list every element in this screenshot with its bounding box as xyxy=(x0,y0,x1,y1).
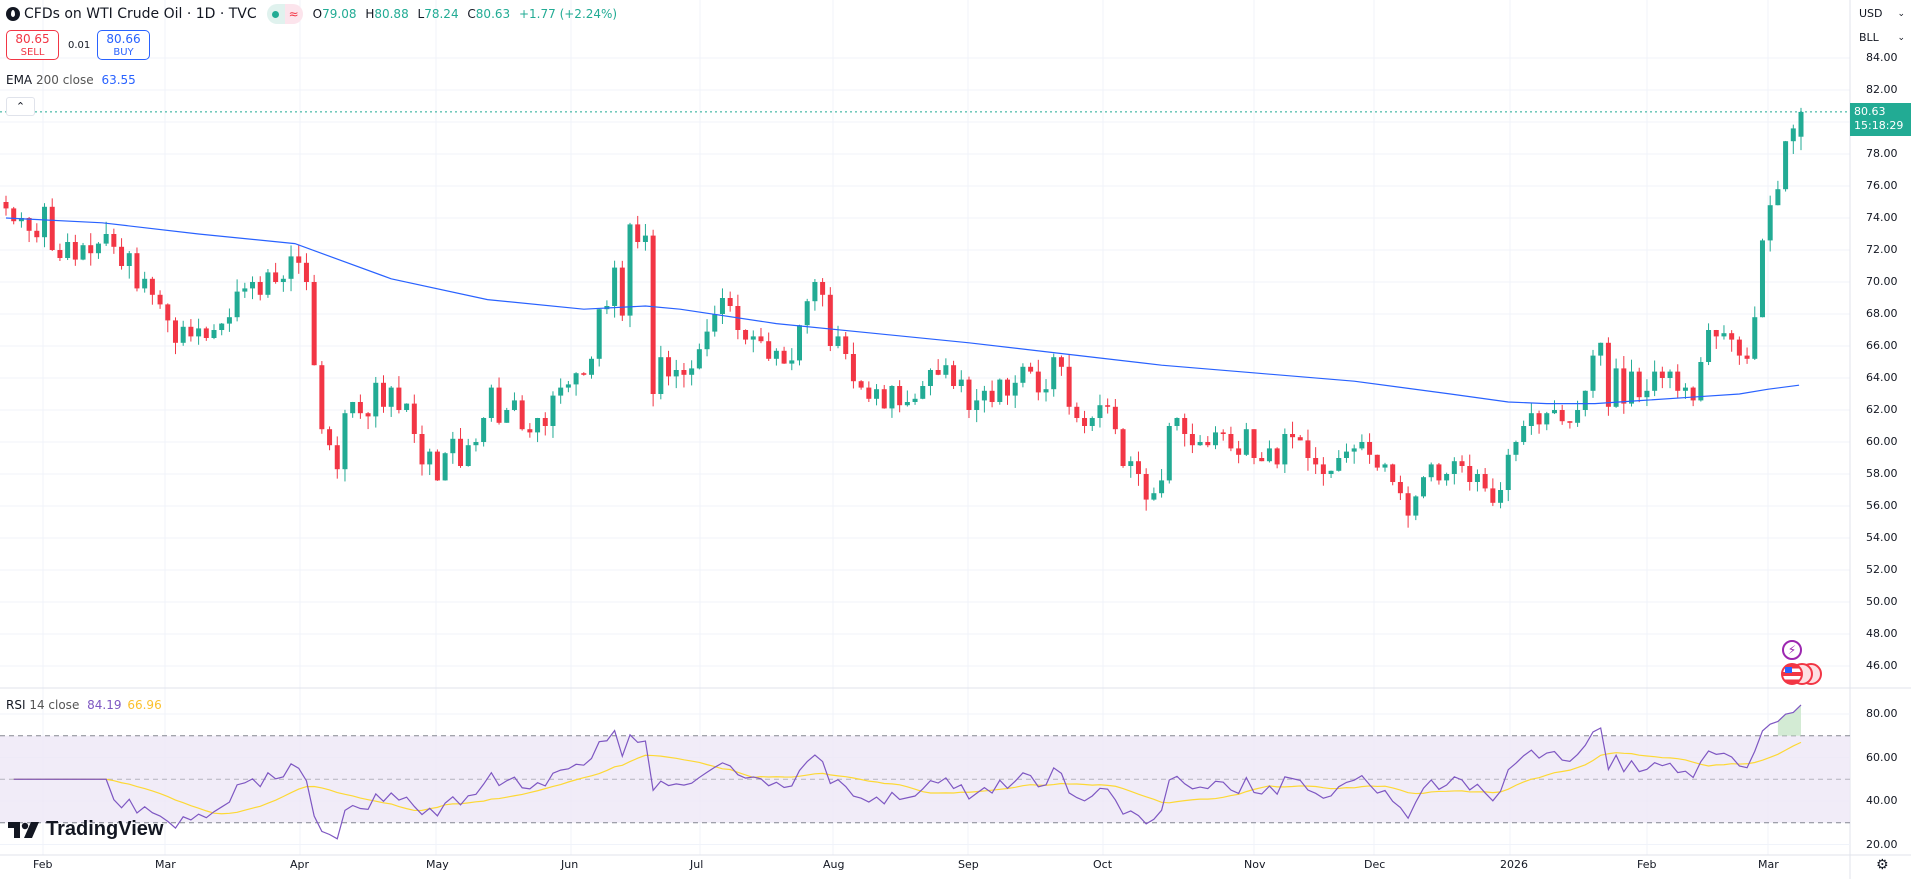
spread-value: 0.01 xyxy=(68,40,91,51)
ema-legend[interactable]: EMA 200 close 63.55 xyxy=(6,73,136,87)
chevron-up-icon: ⌃ xyxy=(15,100,26,113)
sell-button[interactable]: 80.65 SELL xyxy=(6,30,59,60)
price-tick: 60.00 xyxy=(1866,435,1898,448)
price-tick: 52.00 xyxy=(1866,563,1898,576)
price-tick: 82.00 xyxy=(1866,83,1898,96)
rsi-legend[interactable]: RSI 14 close 84.19 66.96 xyxy=(6,698,162,712)
price-tick: 68.00 xyxy=(1866,307,1898,320)
time-tick: Feb xyxy=(1637,858,1657,871)
settings-gear-icon[interactable]: ⚙ xyxy=(1876,857,1889,873)
ohlc-values: O79.08 H80.88 L78.24 C80.63 +1.77 (+2.24… xyxy=(312,7,618,21)
price-tick: 84.00 xyxy=(1866,51,1898,64)
price-tick: 72.00 xyxy=(1866,243,1898,256)
last-price-tag: 80.63 15:18:29 xyxy=(1850,103,1911,136)
price-tick: 64.00 xyxy=(1866,371,1898,384)
rsi-tick: 40.00 xyxy=(1866,794,1898,807)
price-tick: 66.00 xyxy=(1866,339,1898,352)
unit-select[interactable]: BLL ⌄ xyxy=(1855,28,1911,48)
us-flag-event-icon[interactable] xyxy=(1781,663,1803,685)
open-dot-icon xyxy=(266,4,285,24)
rsi-tick: 80.00 xyxy=(1866,707,1898,720)
lightning-event-icon[interactable]: ⚡ xyxy=(1782,640,1802,660)
delayed-wave-icon: ≈ xyxy=(284,4,303,24)
price-tick: 62.00 xyxy=(1866,403,1898,416)
bar-countdown: 15:18:29 xyxy=(1854,119,1904,132)
time-tick: Apr xyxy=(290,858,310,871)
ema-value: 63.55 xyxy=(101,73,136,87)
time-tick: Dec xyxy=(1364,858,1386,871)
time-tick: Mar xyxy=(155,858,176,871)
price-tick: 46.00 xyxy=(1866,659,1898,672)
buy-price: 80.66 xyxy=(106,32,141,46)
time-tick: May xyxy=(426,858,449,871)
price-tick: 58.00 xyxy=(1866,467,1898,480)
symbol-title[interactable]: CFDs on WTI Crude Oil · 1D · TVC xyxy=(24,6,257,22)
price-tick: 70.00 xyxy=(1866,275,1898,288)
price-tick: 76.00 xyxy=(1866,179,1898,192)
buy-button[interactable]: 80.66 BUY xyxy=(97,30,150,60)
chevron-down-icon: ⌄ xyxy=(1897,33,1905,43)
rsi-value: 84.19 xyxy=(87,698,122,712)
market-status[interactable]: ≈ xyxy=(266,4,303,24)
time-tick: Jul xyxy=(690,858,704,871)
sell-label: SELL xyxy=(20,47,45,58)
price-tick: 78.00 xyxy=(1866,147,1898,160)
time-tick: Nov xyxy=(1244,858,1266,871)
sell-price: 80.65 xyxy=(15,32,50,46)
rsi-tick: 20.00 xyxy=(1866,837,1898,851)
time-tick: Mar xyxy=(1758,858,1779,871)
tradingview-logo[interactable]: TradingView xyxy=(8,818,163,841)
time-tick: 2026 xyxy=(1500,858,1528,871)
currency-select[interactable]: USD ⌄ xyxy=(1855,4,1911,24)
price-tick: 48.00 xyxy=(1866,627,1898,640)
rsi-ma-value: 66.96 xyxy=(127,698,162,712)
collapse-legend-button[interactable]: ⌃ xyxy=(6,97,35,116)
price-tick: 56.00 xyxy=(1866,499,1898,512)
time-tick: Feb xyxy=(33,858,53,871)
chevron-down-icon: ⌄ xyxy=(1897,9,1905,19)
price-change: +1.77 (+2.24%) xyxy=(518,7,618,21)
price-tick: 74.00 xyxy=(1866,211,1898,224)
buy-label: BUY xyxy=(113,47,134,58)
price-tick: 50.00 xyxy=(1866,595,1898,608)
time-tick: Oct xyxy=(1093,858,1113,871)
time-tick: Jun xyxy=(561,858,579,871)
price-tick: 54.00 xyxy=(1866,531,1898,544)
time-tick: Aug xyxy=(823,858,845,871)
time-tick: Sep xyxy=(958,858,979,871)
symbol-legend: CFDs on WTI Crude Oil · 1D · TVC ≈ O79.0… xyxy=(6,4,617,24)
oil-drop-icon xyxy=(6,7,20,21)
rsi-tick: 60.00 xyxy=(1866,750,1898,764)
tradingview-logo-icon xyxy=(8,821,39,838)
